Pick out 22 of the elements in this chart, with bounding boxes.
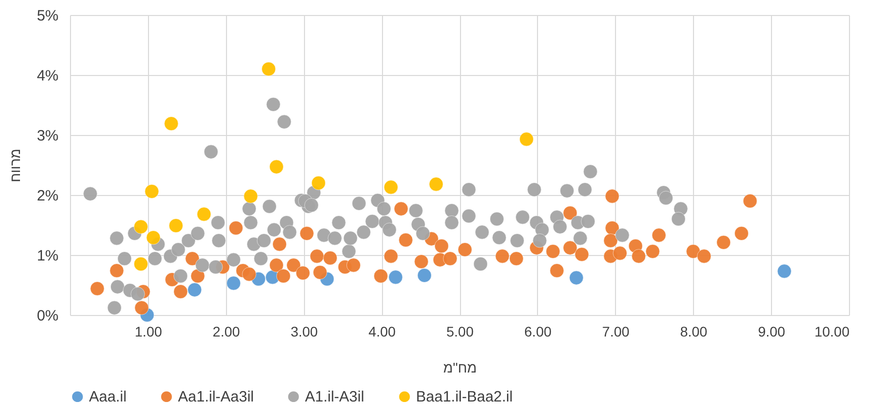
x-tick-label: 10.00 <box>814 324 850 340</box>
legend-label: Aa1.il-Aa3il <box>178 388 254 406</box>
y-tick-label: 1% <box>36 248 58 264</box>
y-tick-label: 2% <box>36 188 58 204</box>
x-axis-title: מח"מ <box>443 360 477 376</box>
x-tick-label: 6.00 <box>524 324 552 340</box>
y-tick-label: 5% <box>36 8 58 24</box>
legend-label: Baa1.il-Baa2.il <box>416 388 513 406</box>
x-tick-label: 5.00 <box>446 324 474 340</box>
legend-label: Aaa.il <box>89 388 127 406</box>
legend-label: A1.il-A3il <box>305 388 364 406</box>
x-tick-label: 3.00 <box>290 324 318 340</box>
y-tick-label: 0% <box>36 308 58 324</box>
y-tick-label: 4% <box>36 68 58 84</box>
x-tick-label: 4.00 <box>368 324 396 340</box>
x-tick-label: 9.00 <box>758 324 786 340</box>
y-tick-label: 3% <box>36 128 58 144</box>
x-tick-label: 2.00 <box>212 324 240 340</box>
x-tick-label: 8.00 <box>680 324 708 340</box>
y-axis-title: מרווח <box>6 148 23 182</box>
x-tick-label: 1.00 <box>134 324 162 340</box>
x-tick-label: 7.00 <box>602 324 630 340</box>
